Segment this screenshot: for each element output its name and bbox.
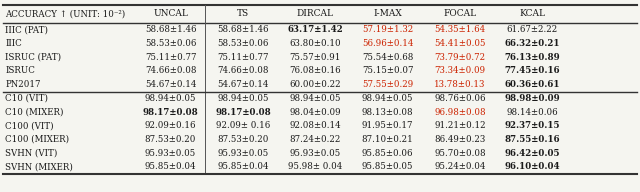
Text: 63.17±1.42: 63.17±1.42 <box>287 25 343 34</box>
Text: 73.79±0.72: 73.79±0.72 <box>435 53 485 62</box>
Text: 54.67±0.14: 54.67±0.14 <box>217 80 269 89</box>
Text: SVHN (VIT): SVHN (VIT) <box>5 149 58 158</box>
Text: DIRCAL: DIRCAL <box>297 9 333 18</box>
Text: 87.53±0.20: 87.53±0.20 <box>217 135 269 144</box>
Text: TS: TS <box>237 9 249 18</box>
Text: 76.08±0.16: 76.08±0.16 <box>289 66 341 75</box>
Text: 98.76±0.06: 98.76±0.06 <box>434 94 486 103</box>
Text: 91.95±0.17: 91.95±0.17 <box>362 121 413 130</box>
Text: 96.10±0.04: 96.10±0.04 <box>504 162 560 171</box>
Text: 95.70±0.08: 95.70±0.08 <box>434 149 486 158</box>
Text: 13.78±0.13: 13.78±0.13 <box>434 80 486 89</box>
Text: 87.55±0.16: 87.55±0.16 <box>504 135 560 144</box>
Text: 91.21±0.12: 91.21±0.12 <box>434 121 486 130</box>
Text: 92.09±0.16: 92.09±0.16 <box>145 121 196 130</box>
Text: 75.11±0.77: 75.11±0.77 <box>217 53 269 62</box>
Text: 95.24±0.04: 95.24±0.04 <box>434 162 486 171</box>
Text: 61.67±2.22: 61.67±2.22 <box>506 25 558 34</box>
Text: C100 (VIT): C100 (VIT) <box>5 121 54 130</box>
Text: 95.85±0.04: 95.85±0.04 <box>145 162 196 171</box>
Text: 98.13±0.08: 98.13±0.08 <box>362 108 413 117</box>
Text: 75.57±0.91: 75.57±0.91 <box>289 53 341 62</box>
Text: 60.00±0.22: 60.00±0.22 <box>289 80 341 89</box>
Text: 98.14±0.06: 98.14±0.06 <box>506 108 558 117</box>
Text: 87.10±0.21: 87.10±0.21 <box>362 135 413 144</box>
Text: ACCURACY ↑ (UNIT: 10⁻²): ACCURACY ↑ (UNIT: 10⁻²) <box>5 9 125 18</box>
Text: UNCAL: UNCAL <box>153 9 188 18</box>
Text: 60.36±0.61: 60.36±0.61 <box>504 80 560 89</box>
Text: 54.67±0.14: 54.67±0.14 <box>145 80 196 89</box>
Text: ISRUC (PAT): ISRUC (PAT) <box>5 53 61 62</box>
Text: 92.09± 0.16: 92.09± 0.16 <box>216 121 270 130</box>
Text: 98.94±0.05: 98.94±0.05 <box>217 94 269 103</box>
Text: 75.11±0.77: 75.11±0.77 <box>145 53 196 62</box>
Text: 96.42±0.05: 96.42±0.05 <box>504 149 560 158</box>
Text: 95.98± 0.04: 95.98± 0.04 <box>288 162 342 171</box>
Text: SVHN (MIXER): SVHN (MIXER) <box>5 162 73 171</box>
Text: 77.45±0.16: 77.45±0.16 <box>504 66 560 75</box>
Text: 75.15±0.07: 75.15±0.07 <box>362 66 413 75</box>
Text: FOCAL: FOCAL <box>444 9 476 18</box>
Text: 57.55±0.29: 57.55±0.29 <box>362 80 413 89</box>
Text: 95.93±0.05: 95.93±0.05 <box>289 149 341 158</box>
Text: C10 (VIT): C10 (VIT) <box>5 94 48 103</box>
Text: 87.24±0.22: 87.24±0.22 <box>289 135 341 144</box>
Text: KCAL: KCAL <box>519 9 545 18</box>
Text: C10 (MIXER): C10 (MIXER) <box>5 108 63 117</box>
Text: 56.96±0.14: 56.96±0.14 <box>362 39 413 48</box>
Text: I-MAX: I-MAX <box>373 9 402 18</box>
Text: IIIC (PAT): IIIC (PAT) <box>5 25 48 34</box>
Text: 54.41±0.05: 54.41±0.05 <box>434 39 486 48</box>
Text: 95.85±0.05: 95.85±0.05 <box>362 162 413 171</box>
Text: 95.85±0.04: 95.85±0.04 <box>217 162 269 171</box>
Text: 87.53±0.20: 87.53±0.20 <box>145 135 196 144</box>
Text: 92.37±0.15: 92.37±0.15 <box>504 121 560 130</box>
Text: 73.34±0.09: 73.34±0.09 <box>435 66 485 75</box>
Text: 98.17±0.08: 98.17±0.08 <box>215 108 271 117</box>
Text: 95.93±0.05: 95.93±0.05 <box>217 149 269 158</box>
Text: 57.19±1.32: 57.19±1.32 <box>362 25 413 34</box>
Text: 54.35±1.64: 54.35±1.64 <box>435 25 485 34</box>
Text: 58.68±1.46: 58.68±1.46 <box>145 25 196 34</box>
Text: 74.66±0.08: 74.66±0.08 <box>217 66 269 75</box>
Text: 98.94±0.05: 98.94±0.05 <box>362 94 413 103</box>
Text: 63.80±0.10: 63.80±0.10 <box>289 39 341 48</box>
Text: 98.98±0.09: 98.98±0.09 <box>504 94 560 103</box>
Text: 86.49±0.23: 86.49±0.23 <box>434 135 486 144</box>
Text: 58.68±1.46: 58.68±1.46 <box>217 25 269 34</box>
Text: 95.93±0.05: 95.93±0.05 <box>145 149 196 158</box>
Text: 96.98±0.08: 96.98±0.08 <box>434 108 486 117</box>
Text: 98.94±0.05: 98.94±0.05 <box>145 94 196 103</box>
Text: 66.32±0.21: 66.32±0.21 <box>504 39 560 48</box>
Text: ISRUC: ISRUC <box>5 66 35 75</box>
Text: 58.53±0.06: 58.53±0.06 <box>145 39 196 48</box>
Text: 98.17±0.08: 98.17±0.08 <box>143 108 198 117</box>
Text: PN2017: PN2017 <box>5 80 40 89</box>
Text: 74.66±0.08: 74.66±0.08 <box>145 66 196 75</box>
Text: 76.13±0.89: 76.13±0.89 <box>504 53 560 62</box>
Text: IIIC: IIIC <box>5 39 22 48</box>
Text: 98.04±0.09: 98.04±0.09 <box>289 108 341 117</box>
Text: 98.94±0.05: 98.94±0.05 <box>289 94 341 103</box>
Text: C100 (MIXER): C100 (MIXER) <box>5 135 69 144</box>
Text: 58.53±0.06: 58.53±0.06 <box>217 39 269 48</box>
Text: 92.08±0.14: 92.08±0.14 <box>289 121 341 130</box>
Text: 75.54±0.68: 75.54±0.68 <box>362 53 413 62</box>
Text: 95.85±0.06: 95.85±0.06 <box>362 149 413 158</box>
